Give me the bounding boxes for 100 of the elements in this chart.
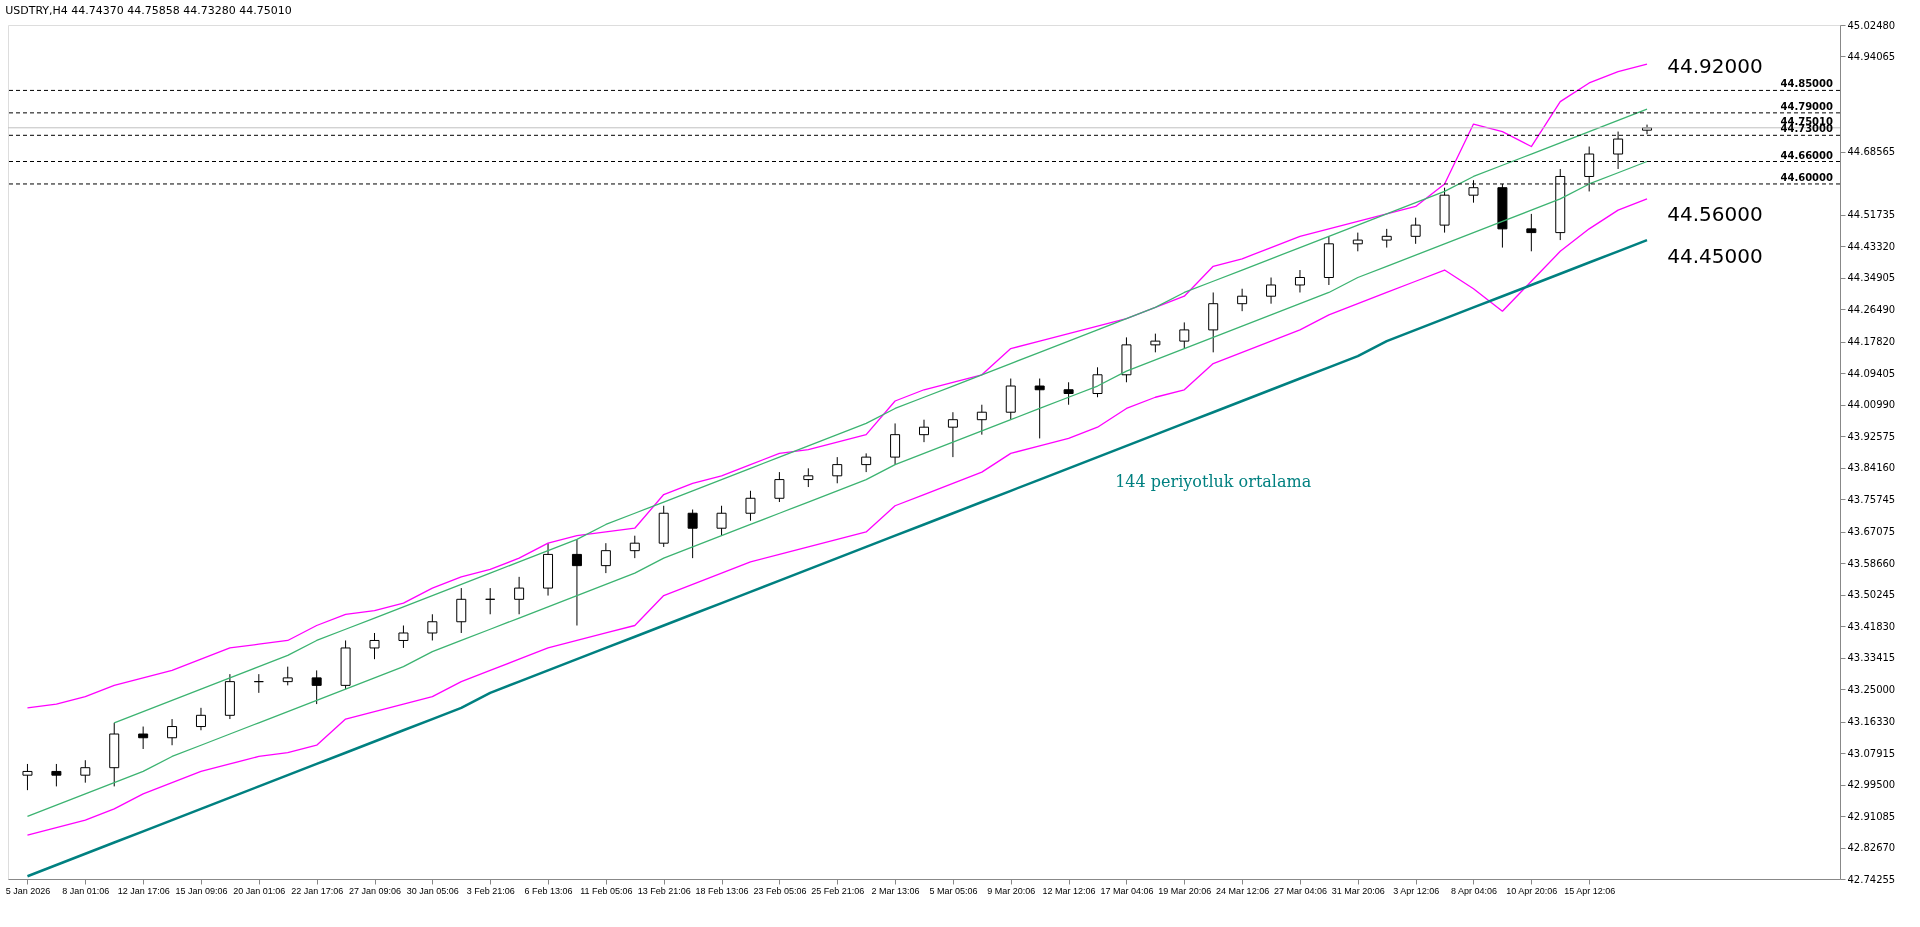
candlestick (1063, 381, 1074, 406)
x-tick-label: 19 Mar 20:06 (1158, 885, 1212, 896)
candlestick (1150, 333, 1161, 353)
candlestick (600, 542, 611, 574)
x-tick-label: 27 Mar 04:06 (1273, 885, 1327, 896)
candlestick (687, 509, 698, 559)
y-tick-label: 43.75745 (1847, 493, 1896, 505)
series-label: 144 periyotluk ortalama (1115, 472, 1312, 492)
x-tick-label: 24 Mar 12:06 (1216, 885, 1270, 896)
y-tick-label: 43.07915 (1847, 747, 1896, 759)
text: 44.45000 (1667, 244, 1763, 268)
y-tick-label: 43.41830 (1847, 620, 1896, 632)
candlestick (571, 538, 582, 626)
x-tick-label: 22 Jan 17:06 (291, 885, 344, 896)
y-tick-label: 44.00990 (1847, 399, 1896, 411)
candlestick (80, 759, 91, 784)
candlestick (890, 422, 901, 466)
x-tick-label: 8 Apr 04:06 (1450, 885, 1498, 896)
x-tick-label: 2 Mar 13:06 (871, 885, 920, 896)
candlestick (398, 625, 409, 649)
candlestick (919, 419, 929, 443)
ref-line-label: 44.85000 (1780, 78, 1834, 90)
y-tick-label: 43.58660 (1847, 557, 1896, 569)
y-tick-label: 45.02480 (1847, 19, 1896, 31)
x-tick-label: 3 Apr 12:06 (1393, 885, 1440, 896)
candlestick (716, 505, 727, 537)
y-tick-label: 44.94065 (1847, 50, 1896, 62)
y-tick-label: 43.16330 (1847, 716, 1896, 728)
candlestick (282, 666, 293, 686)
candlestick (427, 613, 438, 641)
x-tick-label: 30 Jan 05:06 (406, 885, 459, 896)
ref-line-label: 44.60000 (1780, 171, 1834, 183)
candlestick (22, 763, 33, 791)
x-tick-label: 27 Jan 09:06 (348, 885, 402, 896)
candlestick (832, 456, 843, 484)
x-tick-label: 5 Jan 2026 (5, 885, 51, 896)
chart-title: USDTRY,H4 44.74370 44.75858 44.73280 44.75010 (5, 4, 292, 17)
y-tick-label: 44.51735 (1847, 209, 1896, 221)
candlestick (1410, 217, 1421, 245)
text: 44.56000 (1667, 202, 1763, 226)
candlestick (167, 718, 178, 746)
y-tick-label: 42.91085 (1847, 810, 1896, 822)
y-tick-label: 42.82670 (1847, 842, 1896, 854)
candlestick (514, 576, 525, 615)
x-tick-label: 12 Mar 12:06 (1042, 885, 1096, 896)
candlestick (51, 763, 62, 787)
candlestick (774, 471, 785, 503)
candlestick (1034, 378, 1045, 439)
x-tick-label: 15 Jan 09:06 (175, 885, 228, 896)
candlestick (947, 411, 958, 458)
x-tick-label: 8 Jan 01:06 (62, 885, 110, 896)
candlestick (138, 726, 149, 750)
x-tick-label: 25 Feb 21:06 (811, 885, 865, 896)
y-tick-label: 44.09405 (1847, 367, 1896, 379)
ref-line-label: 44.66000 (1780, 149, 1834, 161)
y-tick-label: 43.25000 (1847, 683, 1896, 695)
candlestick (1526, 213, 1537, 252)
x-tick-label: 5 Mar 05:06 (929, 885, 978, 896)
y-tick-label: 43.67075 (1847, 526, 1896, 538)
x-tick-label: 6 Feb 13:06 (524, 885, 573, 896)
y-tick-label: 44.26490 (1847, 303, 1896, 315)
x-tick-label: 20 Jan 01:06 (233, 885, 286, 896)
x-tick-label: 17 Mar 04:06 (1100, 885, 1154, 896)
y-tick-label: 44.43320 (1847, 240, 1896, 252)
y-tick-label: 44.68565 (1847, 146, 1896, 158)
candlestick (1266, 277, 1277, 305)
candlestick (629, 535, 640, 559)
x-tick-label: 11 Feb 05:06 (580, 885, 633, 896)
x-tick-label: 3 Feb 21:06 (466, 885, 515, 896)
x-tick-label: 15 Apr 12:06 (1564, 885, 1616, 896)
candlestick (1352, 232, 1363, 252)
candlestick (1294, 269, 1305, 293)
candlestick (1237, 288, 1248, 312)
x-tick-label: 9 Mar 20:06 (987, 885, 1036, 896)
y-tick-label: 43.33415 (1847, 652, 1896, 664)
x-tick-label: 10 Apr 20:06 (1506, 885, 1558, 896)
x-tick-label: 18 Feb 13:06 (695, 885, 749, 896)
candlestick (861, 452, 872, 473)
candlestick (311, 669, 322, 705)
candlestick (195, 707, 206, 731)
y-tick-label: 43.50245 (1847, 589, 1896, 601)
candlestick (1381, 228, 1392, 249)
text: 44.92000 (1667, 54, 1763, 78)
y-tick-label: 42.99500 (1847, 779, 1896, 791)
x-tick-label: 23 Feb 05:06 (753, 885, 807, 896)
y-tick-label: 44.17820 (1847, 336, 1896, 348)
candlestick (456, 587, 467, 634)
ref-line-label: 44.79000 (1780, 100, 1834, 112)
candlestick (803, 467, 814, 488)
ref-line-label: 44.73000 (1780, 123, 1834, 135)
x-tick-label: 31 Mar 20:06 (1331, 885, 1385, 896)
y-tick-label: 43.92575 (1847, 430, 1896, 442)
candlestick (745, 490, 756, 522)
candlestick (1092, 366, 1103, 398)
x-tick-label: 12 Jan 17:06 (117, 885, 170, 896)
x-tick-label: 13 Feb 21:06 (637, 885, 691, 896)
y-tick-label: 42.74255 (1847, 873, 1896, 885)
candlestick (369, 632, 380, 660)
candlestick (976, 404, 987, 436)
y-tick-label: 43.84160 (1847, 462, 1896, 474)
